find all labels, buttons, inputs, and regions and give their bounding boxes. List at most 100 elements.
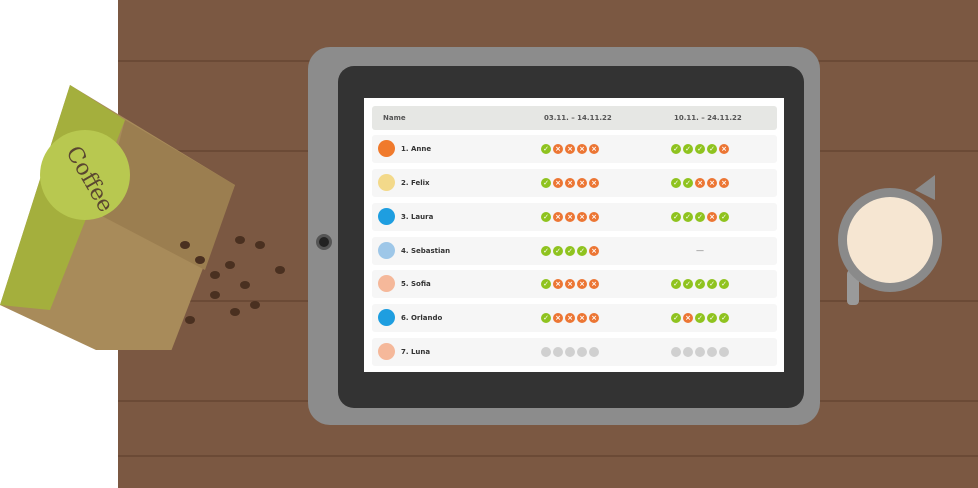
header-period-2: 10.11. – 24.11.22 <box>674 114 742 122</box>
status-group: ✓ ✓ ✓ ✓ × <box>541 246 599 256</box>
cross-icon: × <box>707 178 717 188</box>
table-row[interactable]: 2. Felix ✓ × × × × ✓ ✓ × × × <box>372 169 777 197</box>
header-name: Name <box>383 114 406 122</box>
cross-icon: × <box>719 144 729 154</box>
table-row[interactable]: 5. Sofia ✓ × × × × ✓ ✓ ✓ ✓ ✓ <box>372 270 777 298</box>
check-icon: ✓ <box>671 313 681 323</box>
status-group: ✓ ✓ ✓ ✓ ✓ <box>671 279 729 289</box>
status-group: ✓ ✓ ✓ ✓ × <box>671 144 729 154</box>
pending-icon <box>577 347 587 357</box>
check-icon: ✓ <box>671 279 681 289</box>
cross-icon: × <box>553 144 563 154</box>
check-icon: ✓ <box>565 246 575 256</box>
pending-icon <box>683 347 693 357</box>
status-group: ✓ × × × × <box>541 313 599 323</box>
check-icon: ✓ <box>683 144 693 154</box>
cross-icon: × <box>553 178 563 188</box>
check-icon: ✓ <box>719 212 729 222</box>
check-icon: ✓ <box>707 279 717 289</box>
table-row[interactable]: 1. Anne ✓ × × × × ✓ ✓ ✓ ✓ × <box>372 135 777 163</box>
status-group: ✓ × × × × <box>541 212 599 222</box>
cross-icon: × <box>553 313 563 323</box>
cross-icon: × <box>577 178 587 188</box>
check-icon: ✓ <box>541 313 551 323</box>
cross-icon: × <box>565 144 575 154</box>
check-icon: ✓ <box>541 178 551 188</box>
attendance-table: Name 03.11. – 14.11.22 10.11. – 24.11.22… <box>364 98 784 372</box>
cross-icon: × <box>683 313 693 323</box>
cross-icon: × <box>589 246 599 256</box>
cross-icon: × <box>589 313 599 323</box>
check-icon: ✓ <box>683 178 693 188</box>
student-name: 4. Sebastian <box>401 247 451 255</box>
pending-icon <box>695 347 705 357</box>
check-icon: ✓ <box>541 144 551 154</box>
status-group: ✓ × ✓ ✓ ✓ <box>671 313 729 323</box>
cross-icon: × <box>577 212 587 222</box>
check-icon: ✓ <box>671 144 681 154</box>
check-icon: ✓ <box>671 212 681 222</box>
cross-icon: × <box>707 212 717 222</box>
pending-icon <box>671 347 681 357</box>
avatar <box>378 309 395 326</box>
status-group: ✓ × × × × <box>541 144 599 154</box>
pending-icon <box>589 347 599 357</box>
check-icon: ✓ <box>577 246 587 256</box>
avatar <box>378 343 395 360</box>
status-group: ✓ × × × × <box>541 178 599 188</box>
table-row[interactable]: 6. Orlando ✓ × × × × ✓ × ✓ ✓ ✓ <box>372 304 777 332</box>
cross-icon: × <box>565 279 575 289</box>
cross-icon: × <box>565 313 575 323</box>
milk-jug-illustration <box>838 175 942 305</box>
avatar <box>378 208 395 225</box>
cross-icon: × <box>577 313 587 323</box>
cross-icon: × <box>553 212 563 222</box>
check-icon: ✓ <box>695 313 705 323</box>
cross-icon: × <box>577 144 587 154</box>
status-group <box>541 347 599 357</box>
student-name: 2. Felix <box>401 179 430 187</box>
check-icon: ✓ <box>671 178 681 188</box>
no-data: — <box>696 246 704 255</box>
check-icon: ✓ <box>695 279 705 289</box>
cross-icon: × <box>589 178 599 188</box>
avatar <box>378 275 395 292</box>
check-icon: ✓ <box>683 212 693 222</box>
table-row[interactable]: 3. Laura ✓ × × × × ✓ ✓ ✓ × ✓ <box>372 203 777 231</box>
cross-icon: × <box>577 279 587 289</box>
table-row[interactable]: 4. Sebastian ✓ ✓ ✓ ✓ × — <box>372 237 777 265</box>
pending-icon <box>719 347 729 357</box>
cross-icon: × <box>695 178 705 188</box>
student-name: 6. Orlando <box>401 314 443 322</box>
status-group <box>671 347 729 357</box>
status-group: ✓ ✓ ✓ × ✓ <box>671 212 729 222</box>
check-icon: ✓ <box>683 279 693 289</box>
check-icon: ✓ <box>695 144 705 154</box>
pending-icon <box>541 347 551 357</box>
check-icon: ✓ <box>541 212 551 222</box>
check-icon: ✓ <box>541 246 551 256</box>
check-icon: ✓ <box>707 144 717 154</box>
cross-icon: × <box>589 144 599 154</box>
student-name: 1. Anne <box>401 145 432 153</box>
check-icon: ✓ <box>553 246 563 256</box>
cross-icon: × <box>589 279 599 289</box>
cross-icon: × <box>565 212 575 222</box>
pending-icon <box>553 347 563 357</box>
avatar <box>378 174 395 191</box>
table-row[interactable]: 7. Luna <box>372 338 777 366</box>
cross-icon: × <box>589 212 599 222</box>
cross-icon: × <box>553 279 563 289</box>
pending-icon <box>707 347 717 357</box>
table-header: Name 03.11. – 14.11.22 10.11. – 24.11.22 <box>372 106 777 130</box>
avatar <box>378 242 395 259</box>
avatar <box>378 140 395 157</box>
header-period-1: 03.11. – 14.11.22 <box>544 114 612 122</box>
coffee-bag-illustration: Coffee <box>0 85 285 350</box>
home-button[interactable] <box>316 234 332 250</box>
student-name: 7. Luna <box>401 348 431 356</box>
student-name: 5. Sofia <box>401 280 431 288</box>
cross-icon: × <box>565 178 575 188</box>
check-icon: ✓ <box>541 279 551 289</box>
status-group: ✓ ✓ × × × <box>671 178 729 188</box>
